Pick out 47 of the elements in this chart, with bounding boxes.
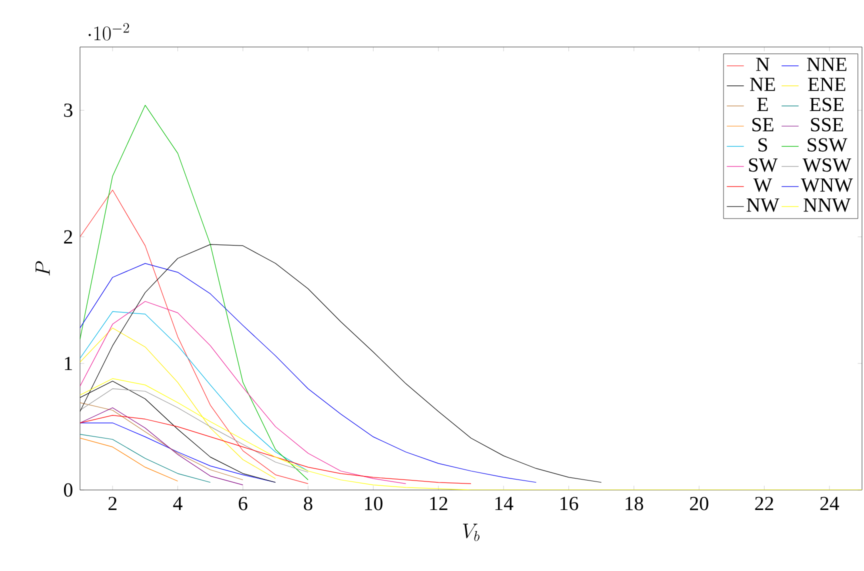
line-series [80,328,276,479]
legend-label: SSE [811,118,844,132]
x-axis-title: $V_b$ [462,524,480,542]
legend-label: ESE [810,98,844,112]
x-tick-label: 2 [108,496,116,510]
line-series [80,438,178,482]
legend-label: W [753,178,772,192]
x-tick-label: 6 [238,496,248,510]
x-tick-label: 20 [690,496,708,510]
line-series [80,434,211,483]
legend-label: NNW [804,198,851,212]
legend-label: NNE [807,58,846,71]
legend-label: SSW [808,138,848,152]
line-series [80,190,308,484]
line-series [80,422,276,483]
legend-label: SE [752,118,774,132]
x-tick-label: 12 [430,496,448,510]
x-tick-label: 22 [755,496,774,510]
legend-label: E [757,98,768,111]
legend-label: ENE [808,78,846,91]
legend-label: NE [750,78,775,91]
legend-label: S [758,138,768,152]
x-tick-label: 24 [820,496,840,510]
y-tick-label: 1 [64,356,72,370]
y-tick-label: 2 [64,230,72,244]
y-axis-title: $P$ [36,261,50,276]
x-tick-label: 16 [560,496,578,510]
line-series [80,263,536,483]
x-tick-label: 14 [495,496,514,510]
legend-label: SW [749,158,778,172]
y-tick-label: 3 [64,104,72,117]
line-series [80,311,308,472]
legend-label: N [756,58,770,71]
x-tick-label: 4 [173,496,182,510]
legend-label: WSW [802,158,852,172]
line-series [80,301,406,484]
line-series [80,388,308,473]
x-tick-label: 10 [365,496,382,510]
text: $\cdot 10^{-2}$ [88,23,130,40]
line-series [80,244,602,483]
y-tick-label: 0 [64,483,72,497]
x-tick-label: 18 [626,496,644,510]
legend-label: WNW [800,178,853,192]
line-series [80,415,472,484]
line-series [80,104,308,480]
legend-label: NW [746,198,780,212]
x-tick-label: 8 [304,496,312,510]
